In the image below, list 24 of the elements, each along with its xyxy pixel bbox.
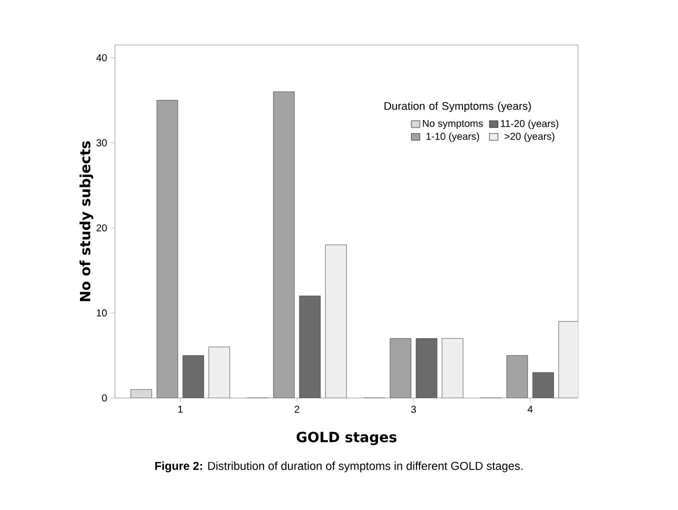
x-tick-label: 1 [178, 406, 183, 413]
bar [208, 346, 230, 398]
legend-title: Duration of Symptoms (years) [384, 102, 531, 112]
y-tick-label: 20 [96, 224, 107, 232]
y-tick-label: 0 [102, 394, 107, 402]
x-tick-label: 2 [294, 406, 300, 413]
legend-label: 1-10 (years) [426, 132, 480, 142]
bar [273, 92, 295, 398]
bar [325, 244, 347, 398]
y-tick-label: 30 [96, 139, 107, 146]
legend-label: >20 (years) [504, 132, 554, 142]
text: Figure 2: Distribution of duration of symptoms in different GOLD stages. [155, 462, 522, 472]
x-axis-title: GOLD stages [296, 432, 396, 446]
bar [506, 355, 528, 398]
y-tick-label: 40 [96, 54, 107, 62]
y-axis-title: No of study subjects [80, 141, 94, 302]
legend-label: 11-20 (years) [500, 120, 558, 130]
bar [156, 100, 178, 398]
bar [390, 338, 412, 398]
x-tick-label: 3 [411, 406, 416, 413]
bar [442, 338, 464, 398]
x-tick-label: 4 [528, 406, 533, 413]
y-tick-label: 10 [96, 309, 107, 316]
legend-label: No symptoms [422, 120, 483, 129]
